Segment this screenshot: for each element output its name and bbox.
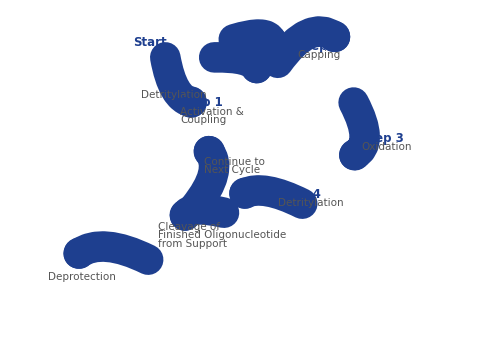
Text: Step 4: Step 4: [278, 188, 321, 201]
Text: Step 2: Step 2: [297, 40, 340, 53]
Text: Step 3: Step 3: [361, 132, 404, 145]
Text: Oxidation: Oxidation: [361, 142, 411, 152]
Text: Deprotection: Deprotection: [48, 272, 116, 282]
Text: Finished Oligonucleotide: Finished Oligonucleotide: [158, 230, 286, 241]
Text: Activation &: Activation &: [180, 107, 244, 116]
Text: Cleavage of: Cleavage of: [158, 222, 220, 232]
Text: Next Cycle: Next Cycle: [204, 166, 261, 175]
Text: Coupling: Coupling: [180, 115, 226, 125]
Text: Step 1: Step 1: [180, 96, 223, 109]
Text: Capping: Capping: [297, 50, 340, 60]
Text: Detritylation: Detritylation: [278, 198, 343, 208]
Text: Start: Start: [133, 36, 167, 50]
Text: from Support: from Support: [158, 239, 227, 249]
Text: Detritylation: Detritylation: [141, 90, 207, 100]
Text: Continue to: Continue to: [204, 157, 265, 167]
